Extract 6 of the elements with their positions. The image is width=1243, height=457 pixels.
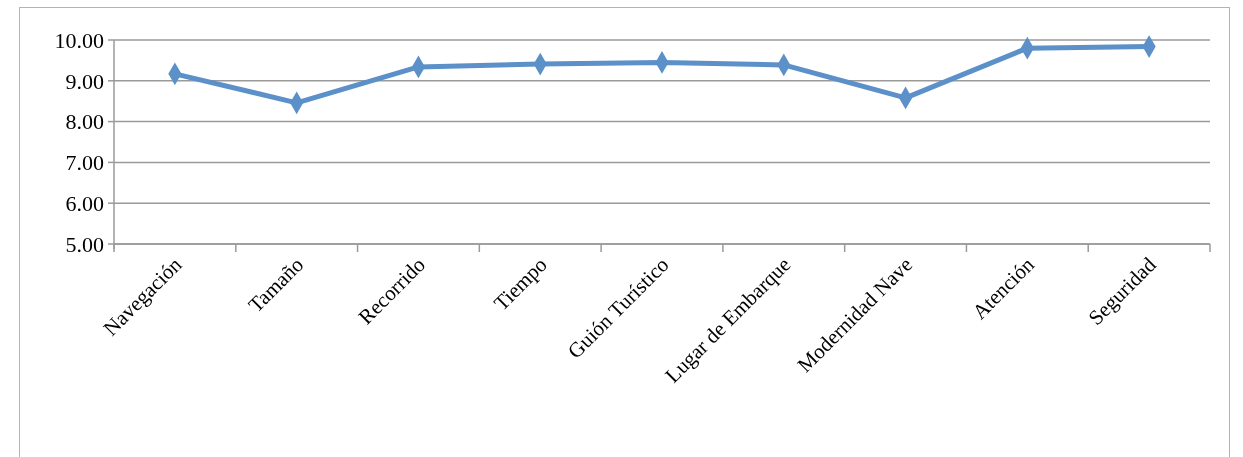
y-tick-label: 6.00 <box>65 190 104 216</box>
y-tick-label: 10.00 <box>54 27 104 53</box>
y-tick-label: 9.00 <box>65 68 104 94</box>
y-tick-label: 5.00 <box>65 231 104 257</box>
y-tick-label: 7.00 <box>65 150 104 176</box>
y-tick-label: 8.00 <box>65 109 104 135</box>
